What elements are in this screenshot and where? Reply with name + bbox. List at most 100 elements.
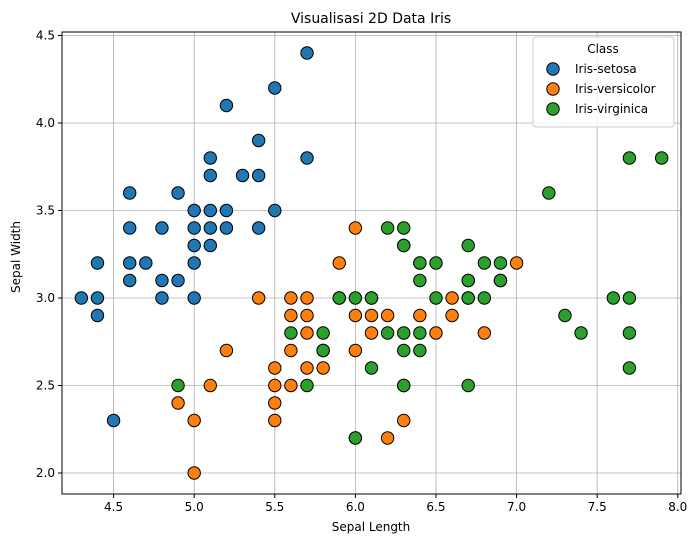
x-tick-label: 8.0 — [668, 500, 687, 514]
data-point — [219, 221, 234, 235]
series-iris-virginica — [171, 151, 669, 445]
data-point — [380, 326, 395, 340]
data-point — [445, 291, 459, 305]
data-point — [445, 308, 459, 323]
data-point — [364, 308, 379, 323]
data-point — [187, 291, 201, 305]
data-point — [348, 431, 363, 445]
data-point — [187, 413, 201, 428]
data-point — [380, 221, 395, 235]
data-point — [380, 431, 395, 445]
data-point — [364, 326, 379, 340]
data-point — [654, 151, 669, 165]
data-point — [348, 291, 363, 305]
chart-title: Visualisasi 2D Data Iris — [291, 11, 451, 27]
y-axis-label: Sepal Width — [9, 221, 23, 293]
data-point — [268, 361, 282, 375]
data-point — [622, 291, 637, 305]
data-point — [284, 343, 298, 358]
data-point — [203, 378, 218, 393]
x-axis: 4.5 5.0 5.5 6.0 6.5 7.0 7.5 8.0 — [104, 494, 687, 514]
data-point — [429, 326, 443, 340]
data-point — [284, 326, 298, 340]
data-point — [316, 343, 330, 358]
data-point — [219, 98, 234, 113]
data-point — [316, 326, 330, 340]
data-point — [268, 203, 282, 218]
data-point — [123, 256, 137, 270]
data-point — [542, 186, 556, 200]
data-point — [300, 361, 314, 375]
y-tick-label: 4.5 — [36, 29, 55, 43]
data-point — [251, 168, 266, 183]
data-point — [155, 221, 169, 235]
data-point — [284, 308, 298, 323]
data-point — [187, 256, 201, 270]
data-point — [268, 413, 282, 428]
data-point — [171, 273, 185, 288]
data-point — [397, 221, 411, 235]
data-point — [429, 256, 443, 270]
y-tick-label: 3.0 — [36, 291, 55, 305]
x-tick-label: 7.0 — [507, 500, 526, 514]
data-point — [90, 291, 105, 305]
data-point — [397, 326, 411, 340]
y-tick-label: 3.5 — [36, 204, 55, 218]
data-point — [268, 81, 282, 95]
data-point — [397, 343, 411, 358]
data-point — [171, 378, 185, 393]
data-point — [477, 326, 492, 340]
data-points — [74, 46, 669, 480]
data-point — [364, 291, 379, 305]
data-point — [139, 256, 153, 270]
data-point — [123, 186, 137, 200]
data-point — [203, 203, 218, 218]
data-point — [219, 203, 234, 218]
data-point — [284, 291, 298, 305]
data-point — [251, 221, 266, 235]
data-point — [187, 466, 201, 480]
data-point — [171, 186, 185, 200]
data-point — [268, 396, 282, 410]
data-point — [348, 221, 363, 235]
legend-label: Iris-versicolor — [575, 82, 656, 96]
data-point — [413, 326, 427, 340]
data-point — [171, 396, 185, 410]
data-point — [300, 308, 314, 323]
plot-frame — [61, 31, 682, 495]
data-point — [477, 291, 492, 305]
data-point — [332, 256, 346, 270]
data-point — [364, 361, 379, 375]
data-point — [413, 256, 427, 270]
data-point — [461, 291, 475, 305]
data-point — [203, 238, 218, 253]
legend-marker — [546, 82, 560, 96]
data-point — [493, 273, 508, 288]
data-point — [219, 343, 234, 358]
x-tick-label: 7.5 — [588, 500, 607, 514]
data-point — [187, 221, 201, 235]
x-axis-label: Sepal Length — [332, 520, 411, 534]
data-point — [413, 308, 427, 323]
data-point — [332, 291, 346, 305]
data-point — [106, 413, 121, 428]
data-point — [300, 326, 314, 340]
data-point — [74, 291, 89, 305]
data-point — [203, 168, 218, 183]
data-point — [348, 343, 363, 358]
data-point — [429, 291, 443, 305]
data-point — [622, 326, 637, 340]
x-tick-label: 5.5 — [265, 500, 284, 514]
data-point — [90, 256, 105, 270]
data-point — [622, 151, 637, 165]
data-point — [203, 151, 218, 165]
data-point — [397, 413, 411, 428]
y-tick-label: 2.0 — [36, 466, 55, 480]
data-point — [235, 168, 250, 183]
legend-box — [532, 36, 675, 128]
data-point — [558, 308, 572, 323]
data-point — [397, 378, 411, 393]
y-tick-label: 2.5 — [36, 379, 55, 393]
data-point — [316, 361, 330, 375]
